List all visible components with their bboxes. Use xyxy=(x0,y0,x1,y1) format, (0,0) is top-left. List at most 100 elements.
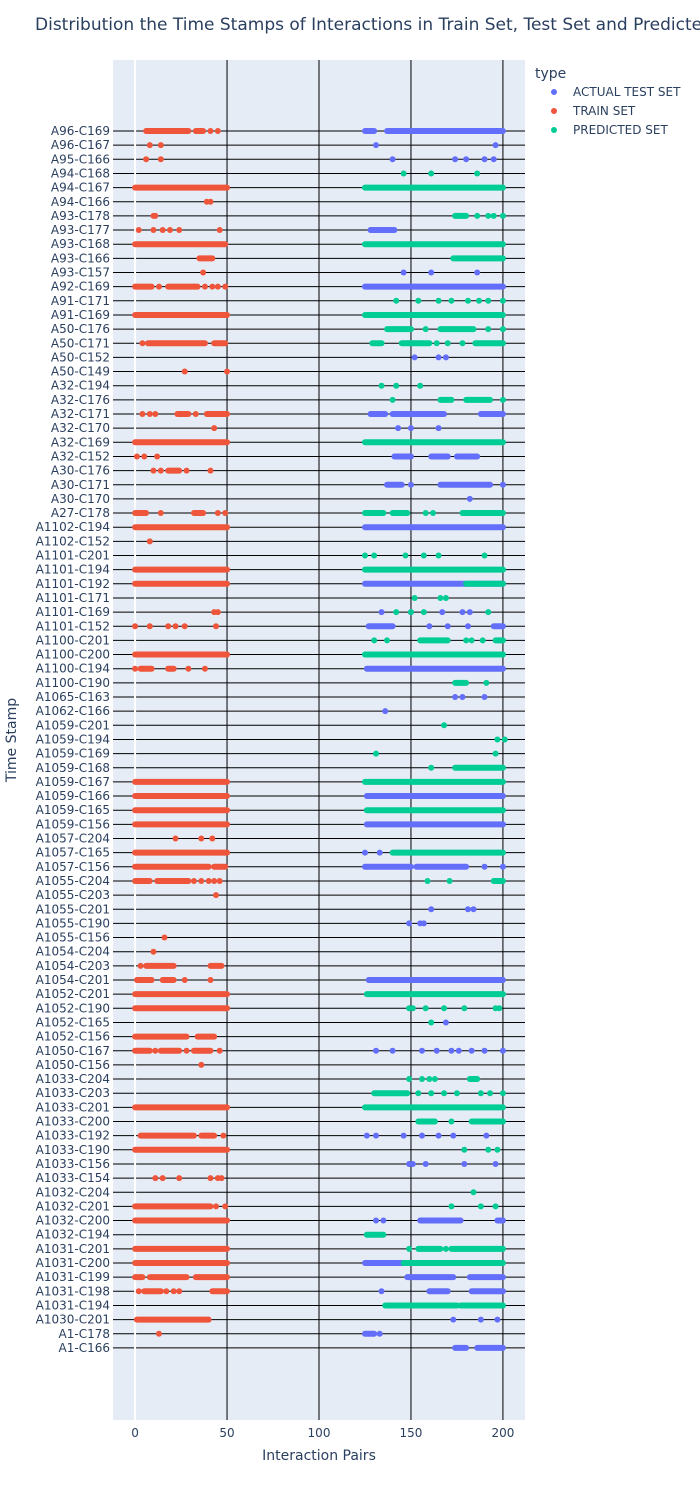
data-point xyxy=(163,1288,169,1294)
y-tick-label: A1033-C200 xyxy=(36,1115,110,1129)
y-tick-label: A1032-C201 xyxy=(36,1199,110,1213)
data-point xyxy=(160,227,166,233)
data-point xyxy=(379,383,385,389)
data-point xyxy=(207,468,213,474)
data-point xyxy=(377,850,383,856)
y-tick-label: A1055-C190 xyxy=(36,916,110,930)
y-tick-label: A1033-C190 xyxy=(36,1143,110,1157)
y-tick-label: A1050-C156 xyxy=(36,1058,110,1072)
data-point xyxy=(434,1048,440,1054)
data-point xyxy=(500,326,506,332)
data-point xyxy=(217,227,223,233)
data-point xyxy=(217,1048,223,1054)
data-point xyxy=(406,1246,412,1252)
data-point xyxy=(393,609,399,615)
y-tick-label: A96-C167 xyxy=(51,138,110,152)
data-point xyxy=(425,878,431,884)
data-point xyxy=(139,411,145,417)
data-point xyxy=(502,736,508,742)
y-tick-label: A1100-C190 xyxy=(36,676,110,690)
y-tick-label: A1055-C156 xyxy=(36,931,110,945)
data-point xyxy=(410,1161,416,1167)
data-point xyxy=(494,1317,500,1323)
y-tick-label: A1030-C201 xyxy=(36,1313,110,1327)
data-point xyxy=(461,1005,467,1011)
y-tick-label: A30-C171 xyxy=(51,478,110,492)
data-point xyxy=(485,298,491,304)
data-point xyxy=(222,510,228,516)
y-tick-label: A1050-C167 xyxy=(36,1044,110,1058)
data-point xyxy=(379,1288,385,1294)
data-point xyxy=(436,553,442,559)
data-point xyxy=(467,609,473,615)
data-point xyxy=(215,510,221,516)
y-tick-label: A1055-C204 xyxy=(36,874,110,888)
y-tick-label: A1059-C165 xyxy=(36,803,110,817)
data-point xyxy=(436,1133,442,1139)
data-point xyxy=(173,623,179,629)
data-point xyxy=(141,453,147,459)
y-tick-label: A1032-C204 xyxy=(36,1185,110,1199)
data-point xyxy=(426,1076,432,1082)
x-tick-label: 0 xyxy=(131,1426,139,1440)
data-point xyxy=(215,609,221,615)
data-point xyxy=(408,482,414,488)
data-point xyxy=(401,270,407,276)
y-tick-label: A32-C194 xyxy=(51,379,110,393)
y-tick-label: A1101-C152 xyxy=(36,619,110,633)
y-tick-label: A1032-C200 xyxy=(36,1214,110,1228)
y-tick-label: A93-C157 xyxy=(51,266,110,280)
y-tick-label: A1052-C165 xyxy=(36,1015,110,1029)
data-point xyxy=(167,227,173,233)
y-tick-label: A1052-C201 xyxy=(36,987,110,1001)
data-point xyxy=(373,1048,379,1054)
data-point xyxy=(474,270,480,276)
data-point xyxy=(401,170,407,176)
y-tick-label: A1059-C156 xyxy=(36,817,110,831)
data-point xyxy=(476,298,482,304)
data-point xyxy=(207,128,213,134)
data-point xyxy=(482,553,488,559)
data-point xyxy=(448,1048,454,1054)
y-tick-label: A1-C178 xyxy=(59,1327,110,1341)
data-point xyxy=(162,935,168,941)
data-point xyxy=(423,326,429,332)
data-point xyxy=(496,1005,502,1011)
data-point xyxy=(150,227,156,233)
data-point xyxy=(491,156,497,162)
y-tick-label: A1102-C152 xyxy=(36,534,110,548)
data-point xyxy=(213,892,219,898)
data-point xyxy=(364,1133,370,1139)
data-point xyxy=(474,170,480,176)
data-point xyxy=(382,708,388,714)
data-point xyxy=(176,1288,182,1294)
data-point xyxy=(193,411,199,417)
x-tick-label: 100 xyxy=(308,1426,331,1440)
data-point xyxy=(478,1317,484,1323)
data-point xyxy=(500,1090,506,1096)
data-point xyxy=(362,850,368,856)
data-point xyxy=(443,1246,449,1252)
data-point xyxy=(393,383,399,389)
data-point xyxy=(185,666,191,672)
data-point xyxy=(152,1048,158,1054)
data-point xyxy=(443,1019,449,1025)
data-point xyxy=(485,609,491,615)
data-point xyxy=(456,1048,462,1054)
data-point xyxy=(417,383,423,389)
data-point xyxy=(474,213,480,219)
y-tick-label: A1059-C201 xyxy=(36,718,110,732)
y-tick-label: A32-C171 xyxy=(51,407,110,421)
data-point xyxy=(198,836,204,842)
data-point xyxy=(207,977,213,983)
data-point xyxy=(390,1048,396,1054)
y-tick-label: A1033-C192 xyxy=(36,1129,110,1143)
data-point xyxy=(213,1203,219,1209)
data-point xyxy=(224,369,230,375)
data-point xyxy=(184,468,190,474)
data-point xyxy=(482,1048,488,1054)
data-point xyxy=(448,298,454,304)
data-point xyxy=(198,878,204,884)
data-point xyxy=(500,213,506,219)
data-point xyxy=(198,1062,204,1068)
